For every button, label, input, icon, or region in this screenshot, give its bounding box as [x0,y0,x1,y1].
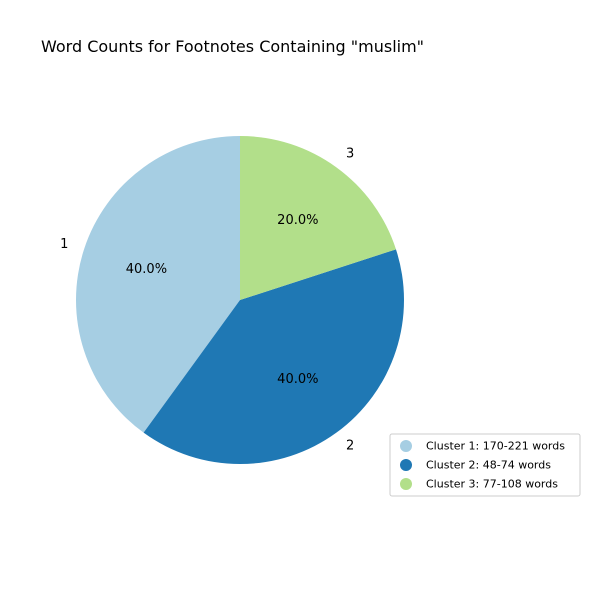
legend-marker-2 [400,459,412,471]
slice-label-3: 3 [346,147,354,162]
slice-labels: 1 2 3 [60,147,354,454]
legend-frame [389,433,581,497]
legend-marker-3 [400,478,412,490]
percent-label-3: 20.0% [277,213,318,228]
legend-entry-2: Cluster 2: 48-74 words [426,459,551,472]
chart-title: Word Counts for Footnotes Containing "mu… [41,37,424,56]
legend: Cluster 1: 170-221 words Cluster 2: 48-74… [389,433,581,497]
legend-marker-1 [400,440,412,452]
percent-label-2: 40.0% [277,372,318,387]
pie-slice-1 [76,136,241,433]
percent-label-1: 40.0% [126,262,167,277]
percent-labels: 40.0% 40.0% 20.0% [126,213,319,387]
pie-slices [76,135,405,465]
slice-label-1: 1 [60,237,68,252]
legend-entry-3: Cluster 3: 77-108 words [426,478,558,491]
pie-slice-3 [240,135,396,300]
legend-entry-1: Cluster 1: 170-221 words [426,440,565,453]
pie-slice-2 [143,249,405,465]
slice-label-2: 2 [346,438,354,453]
